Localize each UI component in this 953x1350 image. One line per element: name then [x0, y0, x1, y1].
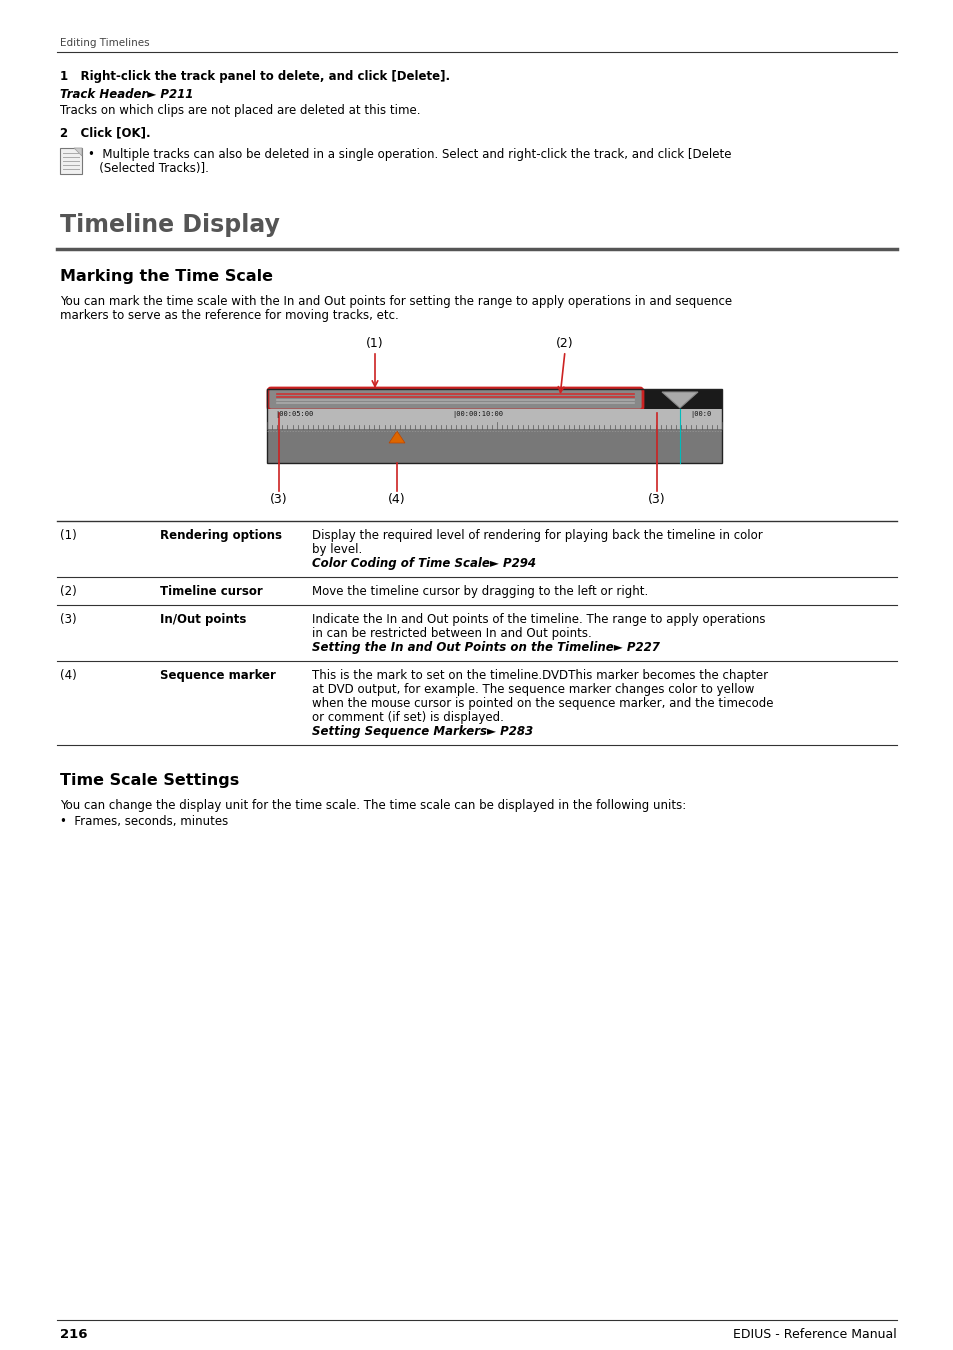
Text: (2): (2) — [60, 585, 76, 598]
Polygon shape — [661, 392, 698, 408]
FancyBboxPatch shape — [267, 389, 721, 409]
Text: This is the mark to set on the timeline.DVDThis marker becomes the chapter: This is the mark to set on the timeline.… — [312, 670, 767, 682]
Text: or comment (if set) is displayed.: or comment (if set) is displayed. — [312, 711, 503, 724]
Text: 216: 216 — [60, 1328, 88, 1341]
Text: in can be restricted between In and Out points.: in can be restricted between In and Out … — [312, 626, 591, 640]
Text: Time Scale Settings: Time Scale Settings — [60, 774, 239, 788]
Text: Track Header► P211: Track Header► P211 — [60, 88, 193, 101]
Text: •  Multiple tracks can also be deleted in a single operation. Select and right-c: • Multiple tracks can also be deleted in… — [88, 148, 731, 161]
Text: Color Coding of Time Scale► P294: Color Coding of Time Scale► P294 — [312, 558, 536, 570]
Text: Setting the In and Out Points on the Timeline► P227: Setting the In and Out Points on the Tim… — [312, 641, 659, 653]
Text: Setting Sequence Markers► P283: Setting Sequence Markers► P283 — [312, 725, 533, 738]
Text: Move the timeline cursor by dragging to the left or right.: Move the timeline cursor by dragging to … — [312, 585, 648, 598]
Text: Rendering options: Rendering options — [160, 529, 282, 541]
Polygon shape — [74, 148, 82, 157]
Polygon shape — [389, 431, 405, 443]
Text: Timeline cursor: Timeline cursor — [160, 585, 262, 598]
Text: Editing Timelines: Editing Timelines — [60, 38, 150, 49]
Text: Tracks on which clips are not placed are deleted at this time.: Tracks on which clips are not placed are… — [60, 104, 420, 117]
Text: (Selected Tracks)].: (Selected Tracks)]. — [88, 162, 209, 176]
Text: 1   Right-click the track panel to delete, and click [Delete].: 1 Right-click the track panel to delete,… — [60, 70, 450, 82]
Text: Sequence marker: Sequence marker — [160, 670, 275, 682]
Text: markers to serve as the reference for moving tracks, etc.: markers to serve as the reference for mo… — [60, 309, 398, 323]
Text: EDIUS - Reference Manual: EDIUS - Reference Manual — [733, 1328, 896, 1341]
FancyBboxPatch shape — [267, 429, 721, 463]
Text: |00:0: |00:0 — [689, 410, 711, 418]
Text: (4): (4) — [60, 670, 76, 682]
Text: (1): (1) — [366, 338, 383, 350]
Text: by level.: by level. — [312, 543, 362, 556]
Text: Timeline Display: Timeline Display — [60, 213, 279, 238]
Text: Indicate the In and Out points of the timeline. The range to apply operations: Indicate the In and Out points of the ti… — [312, 613, 764, 626]
Text: |00:05:00: |00:05:00 — [274, 410, 313, 418]
Text: You can mark the time scale with the In and Out points for setting the range to : You can mark the time scale with the In … — [60, 296, 731, 308]
FancyBboxPatch shape — [267, 409, 721, 429]
Text: Marking the Time Scale: Marking the Time Scale — [60, 269, 273, 284]
FancyBboxPatch shape — [60, 148, 82, 174]
Text: |00:00:10:00: |00:00:10:00 — [452, 410, 502, 418]
Text: •  Frames, seconds, minutes: • Frames, seconds, minutes — [60, 815, 228, 828]
Text: at DVD output, for example. The sequence marker changes color to yellow: at DVD output, for example. The sequence… — [312, 683, 754, 697]
Text: (3): (3) — [270, 493, 288, 506]
Text: (2): (2) — [556, 338, 573, 350]
Text: when the mouse cursor is pointed on the sequence marker, and the timecode: when the mouse cursor is pointed on the … — [312, 697, 773, 710]
Text: (3): (3) — [60, 613, 76, 626]
Text: (4): (4) — [388, 493, 405, 506]
Text: You can change the display unit for the time scale. The time scale can be displa: You can change the display unit for the … — [60, 799, 685, 811]
FancyBboxPatch shape — [268, 387, 642, 410]
Text: Display the required level of rendering for playing back the timeline in color: Display the required level of rendering … — [312, 529, 762, 541]
Text: (1): (1) — [60, 529, 76, 541]
Text: (3): (3) — [647, 493, 665, 506]
Text: In/Out points: In/Out points — [160, 613, 246, 626]
Text: 2   Click [OK].: 2 Click [OK]. — [60, 126, 151, 139]
